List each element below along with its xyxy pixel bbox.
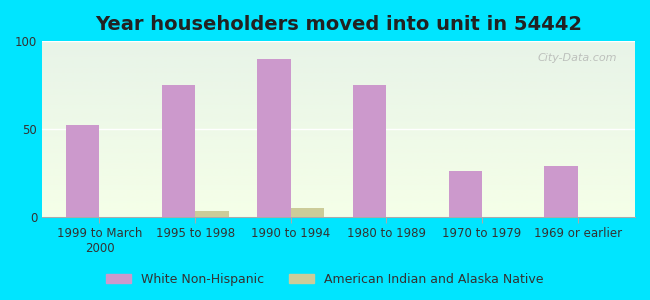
Text: City-Data.com: City-Data.com	[538, 53, 618, 63]
Bar	[353, 85, 386, 217]
Bar	[162, 85, 195, 217]
Bar	[195, 211, 229, 217]
Title: Year householders moved into unit in 54442: Year householders moved into unit in 544…	[95, 15, 582, 34]
Legend: White Non-Hispanic, American Indian and Alaska Native: White Non-Hispanic, American Indian and …	[101, 268, 549, 291]
Bar	[544, 166, 578, 217]
Bar	[257, 59, 291, 217]
Bar	[291, 208, 324, 217]
Bar	[448, 171, 482, 217]
Bar	[66, 125, 99, 217]
